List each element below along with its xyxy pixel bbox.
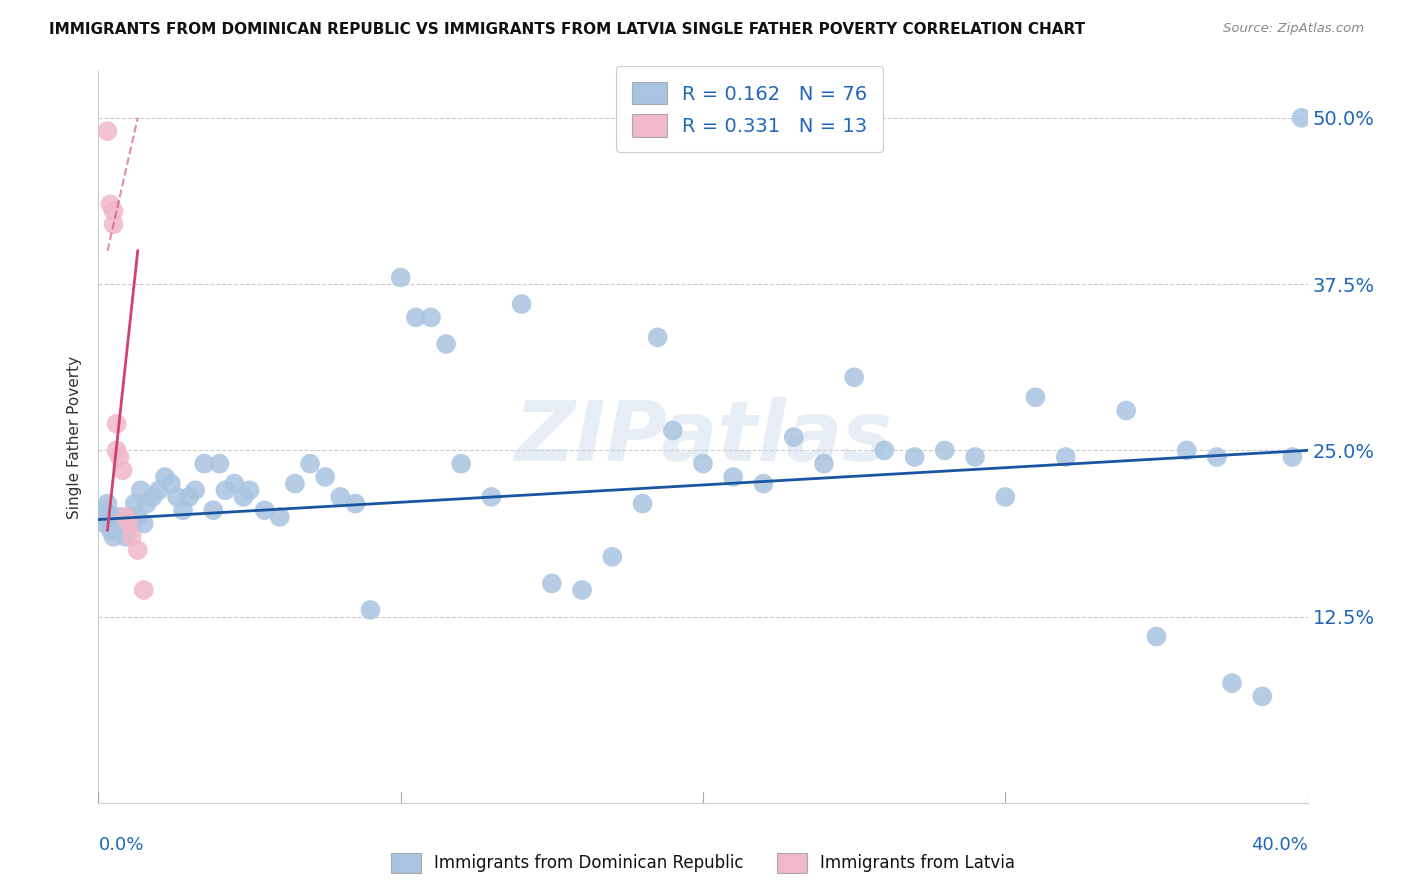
Point (752, 476, 775, 491)
Point (129, 483, 152, 498)
Point (105, 443, 128, 458)
Point (450, 457, 472, 471)
Point (692, 457, 714, 471)
Point (269, 509, 291, 524)
Point (108, 509, 131, 524)
Point (96, 497, 118, 511)
Point (1251, 690, 1274, 704)
Point (344, 497, 367, 511)
Point (602, 549, 624, 564)
Point (121, 516, 143, 531)
Point (253, 503, 276, 517)
Point (127, 543, 149, 558)
Point (224, 476, 246, 491)
Point (121, 530, 143, 544)
Point (118, 509, 141, 524)
Point (103, 204, 125, 219)
Point (148, 483, 170, 498)
Point (661, 424, 683, 438)
Point (904, 450, 927, 464)
Text: Source: ZipAtlas.com: Source: ZipAtlas.com (1223, 22, 1364, 36)
Point (314, 470, 336, 484)
Legend: Immigrants from Dominican Republic, Immigrants from Latvia: Immigrants from Dominican Republic, Immi… (384, 847, 1022, 880)
Point (934, 443, 956, 458)
Point (208, 457, 231, 471)
Point (124, 497, 146, 511)
Point (179, 490, 201, 504)
Point (389, 270, 412, 285)
Point (420, 310, 443, 325)
Point (160, 476, 183, 491)
Text: IMMIGRANTS FROM DOMINICAN REPUBLIC VS IMMIGRANTS FROM LATVIA SINGLE FATHER POVER: IMMIGRANTS FROM DOMINICAN REPUBLIC VS IM… (49, 22, 1085, 37)
Point (93, 516, 115, 531)
Point (1115, 403, 1137, 417)
Point (132, 582, 155, 597)
Point (510, 297, 533, 311)
Point (965, 450, 987, 464)
Point (1281, 450, 1303, 464)
Point (844, 370, 866, 384)
Text: ZIPatlas: ZIPatlas (515, 397, 891, 477)
Point (1054, 450, 1077, 464)
Point (434, 337, 457, 351)
Point (93, 503, 115, 517)
Y-axis label: Single Father Poverty: Single Father Poverty (67, 356, 83, 518)
Point (105, 516, 128, 531)
Point (783, 430, 806, 444)
Point (172, 503, 194, 517)
Point (105, 417, 128, 431)
Point (108, 450, 131, 464)
Point (1220, 676, 1243, 690)
Point (118, 516, 141, 531)
Text: 40.0%: 40.0% (1251, 836, 1308, 854)
Point (481, 490, 503, 504)
Point (647, 330, 669, 344)
Point (1024, 390, 1046, 404)
Point (873, 443, 896, 458)
Point (284, 476, 307, 491)
Point (103, 530, 125, 544)
Point (193, 457, 215, 471)
Point (360, 603, 382, 617)
Point (1175, 443, 1198, 458)
Point (114, 509, 136, 524)
Point (111, 523, 134, 537)
Text: 0.0%: 0.0% (98, 836, 143, 854)
Point (103, 509, 125, 524)
Point (100, 516, 122, 531)
Point (405, 310, 427, 325)
Point (184, 483, 207, 498)
Point (299, 457, 322, 471)
Point (100, 197, 122, 211)
Point (214, 483, 236, 498)
Point (202, 503, 225, 517)
Point (239, 483, 262, 498)
Point (329, 490, 352, 504)
Point (135, 497, 157, 511)
Point (166, 490, 188, 504)
Point (232, 490, 254, 504)
Point (571, 582, 593, 597)
Point (723, 470, 745, 484)
Point (994, 490, 1017, 504)
Point (153, 470, 176, 484)
Point (813, 457, 835, 471)
Point (132, 516, 155, 531)
Point (631, 497, 654, 511)
Point (114, 530, 136, 544)
Point (1144, 630, 1167, 644)
Point (127, 509, 149, 524)
Legend: R = 0.162   N = 76, R = 0.331   N = 13: R = 0.162 N = 76, R = 0.331 N = 13 (616, 66, 883, 153)
Point (100, 523, 122, 537)
Point (96, 509, 118, 524)
Point (540, 576, 562, 591)
Point (142, 490, 165, 504)
Point (1291, 111, 1313, 125)
Point (96, 124, 118, 138)
Point (1206, 450, 1229, 464)
Point (111, 463, 134, 477)
Point (103, 217, 125, 231)
